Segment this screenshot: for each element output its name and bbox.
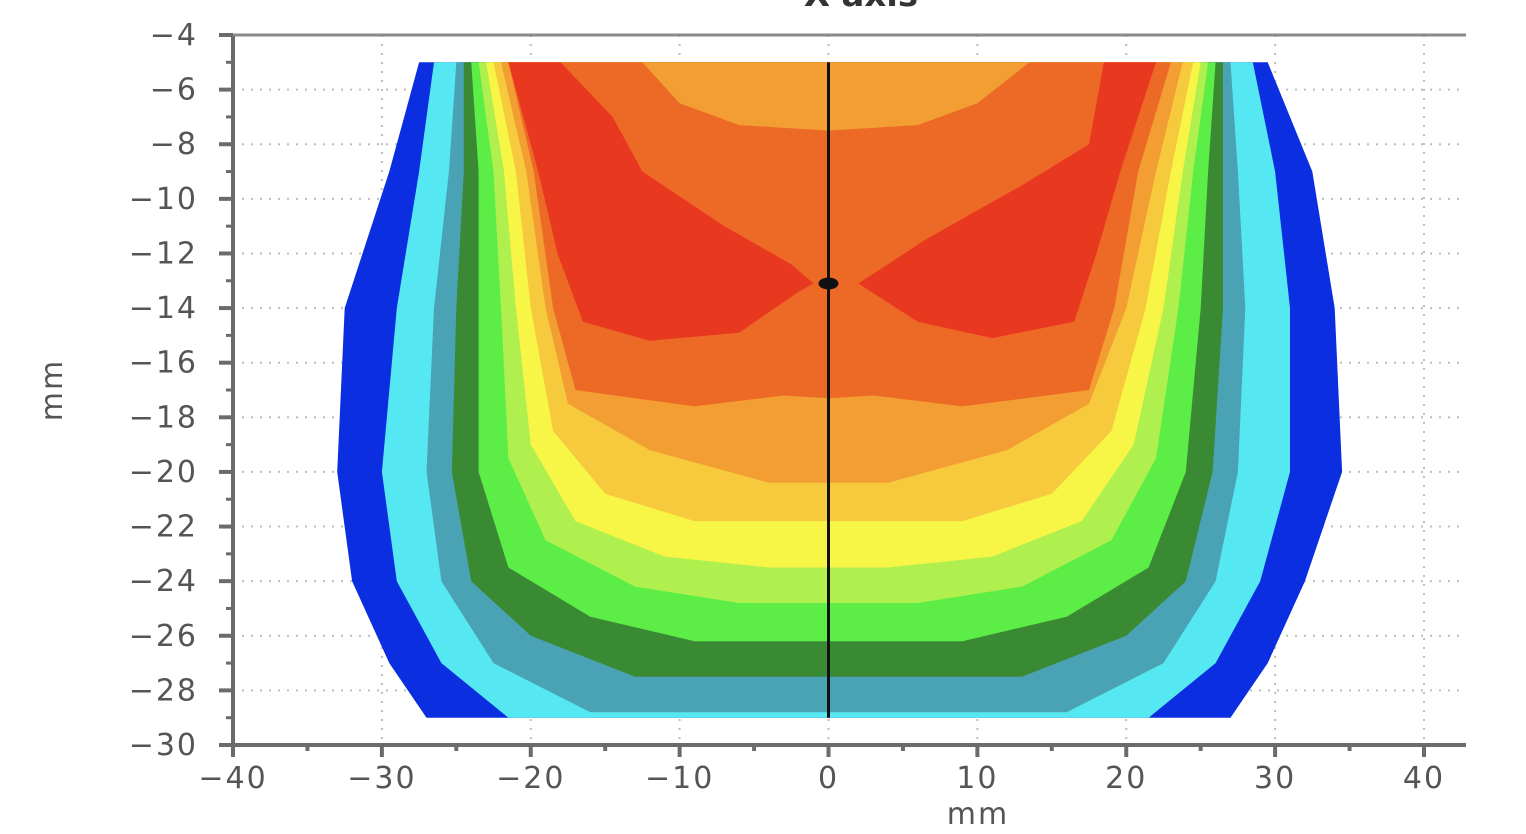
x-tick-label-0: −40 — [198, 761, 267, 796]
y-axis-label: mm — [35, 359, 70, 421]
axes — [219, 33, 1466, 757]
contour-bands — [337, 62, 1343, 718]
contour-band-13 — [858, 62, 1156, 339]
y-tick-label-12: −28 — [129, 673, 198, 708]
x-tick-label-2: −20 — [496, 761, 565, 796]
y-tick-label-11: −26 — [129, 619, 198, 654]
y-tick-label-2: −8 — [150, 127, 198, 162]
y-tick-labels: −4 −6 −8 −10 −12 −14 −16 −18 −20 −22 −24 −26 −28 −30 — [129, 18, 198, 763]
x-tick-label-4: 0 — [818, 761, 839, 796]
y-tick-label-8: −20 — [129, 455, 198, 490]
x-tick-labels: −40 −30 −20 −10 0 10 20 30 40 — [198, 761, 1445, 796]
x-tick-label-7: 30 — [1254, 761, 1296, 796]
y-tick-label-4: −12 — [129, 236, 198, 271]
x-tick-label-1: −30 — [347, 761, 416, 796]
contour-band-11 — [642, 62, 1030, 131]
y-tick-label-6: −16 — [129, 346, 198, 381]
contour-band-12 — [508, 62, 814, 341]
x-tick-label-6: 20 — [1105, 761, 1147, 796]
x-tick-label-3: −10 — [645, 761, 714, 796]
y-tick-label-5: −14 — [129, 291, 198, 326]
x-tick-label-5: 10 — [956, 761, 998, 796]
chart-title: X-axis — [804, 0, 918, 15]
y-tick-label-9: −22 — [129, 510, 198, 545]
y-tick-label-3: −10 — [129, 182, 198, 217]
y-tick-label-1: −6 — [150, 73, 198, 108]
center-marker — [818, 277, 839, 290]
y-tick-label-13: −30 — [129, 728, 198, 763]
x-tick-label-8: 40 — [1403, 761, 1445, 796]
y-tick-label-0: −4 — [150, 18, 198, 53]
x-axis-label: mm — [947, 797, 1009, 832]
y-tick-label-7: −18 — [129, 400, 198, 435]
y-tick-label-10: −24 — [129, 564, 198, 599]
